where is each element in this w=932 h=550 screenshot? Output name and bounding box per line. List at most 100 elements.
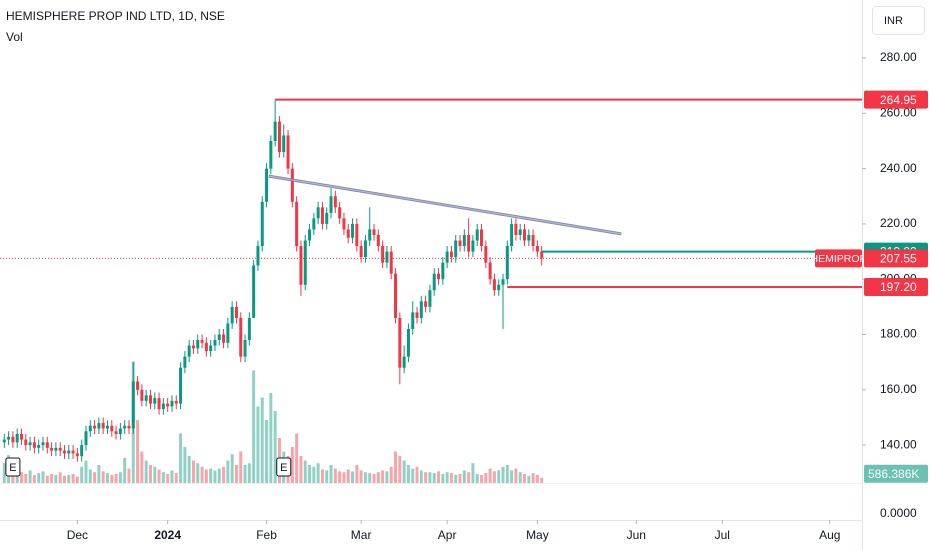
candle-body [222, 334, 226, 343]
candle-body [54, 447, 58, 451]
candle-body [316, 207, 320, 219]
candle-body [273, 121, 277, 141]
volume-bar [174, 473, 178, 483]
candle-body [118, 428, 122, 435]
candle-body [67, 450, 71, 454]
candle-body [15, 434, 19, 443]
volume-bar [523, 474, 527, 483]
candle-body [523, 229, 527, 241]
x-tick-label: Dec [67, 528, 88, 542]
candle-body [501, 279, 505, 285]
volume-bar [389, 466, 393, 483]
volume-bar [501, 466, 505, 483]
candle-body [196, 340, 200, 349]
symbol-tag: HEMIPROP [810, 253, 866, 265]
volume-bar [535, 474, 539, 483]
candle-body [213, 340, 217, 346]
candle-body [385, 251, 389, 263]
volume-bar [243, 465, 247, 483]
level-label-box [864, 90, 928, 109]
volume-bar [161, 472, 165, 483]
volume-bar [346, 469, 350, 483]
volume-label-box [864, 464, 928, 483]
candle-body [226, 323, 230, 343]
currency-label: INR [884, 15, 903, 27]
symbol-tag-box [815, 249, 862, 268]
volume-bar [50, 474, 54, 483]
volume-bar [467, 472, 471, 483]
volume-bar [196, 463, 200, 483]
level-label: 197.20 [880, 280, 917, 294]
candle-body [484, 246, 488, 263]
candle-body [144, 395, 148, 401]
candle-body [84, 431, 88, 446]
last-price-box [864, 249, 928, 268]
candle-body [2, 439, 6, 443]
volume-bar [19, 472, 23, 483]
candle-body [398, 317, 402, 368]
candle-body [467, 234, 471, 252]
volume-bar [37, 473, 41, 483]
candle-body [462, 234, 466, 247]
volume-bar [140, 451, 144, 483]
volume-bar [93, 472, 97, 483]
volume-bar [200, 466, 204, 483]
candle-body [71, 450, 75, 454]
volume-bar [428, 472, 432, 483]
volume-bar [75, 476, 79, 483]
volume-bar [342, 472, 346, 483]
volume-bar [484, 473, 488, 483]
candle-body [157, 398, 161, 410]
candle-body [497, 284, 501, 291]
volume-bar [325, 470, 329, 483]
volume-bar [114, 474, 118, 483]
volume-bar [419, 470, 423, 483]
currency-button[interactable] [872, 6, 925, 35]
volume-bar [381, 470, 385, 483]
candle-body [97, 422, 101, 429]
volume-bar [136, 420, 140, 483]
candle-body [402, 356, 406, 368]
x-tick-label: Jun [627, 528, 646, 542]
candle-body [333, 196, 337, 208]
event-marker [276, 457, 292, 477]
candle-body [368, 229, 372, 241]
candle-body [437, 273, 441, 280]
candle-body [325, 212, 329, 224]
volume-bar [312, 466, 316, 483]
volume-bar [540, 477, 544, 483]
volume-bar [88, 469, 92, 483]
volume-bar [372, 474, 376, 483]
candle-body [329, 196, 333, 213]
candle-body [110, 425, 114, 432]
volume-bar [265, 420, 269, 483]
candle-body [299, 246, 303, 285]
volume-bar [239, 451, 243, 483]
event-marker [5, 457, 21, 477]
volume-bar [359, 470, 363, 483]
volume-bar [505, 465, 509, 483]
volume-bar [402, 460, 406, 483]
volume-bar [153, 466, 157, 483]
volume-bar [170, 470, 174, 483]
level-label: 264.95 [880, 93, 917, 107]
candle-body [277, 121, 281, 153]
volume-bar [316, 463, 320, 483]
candle-body [256, 246, 260, 266]
candle-body [260, 201, 264, 247]
volume-bar [54, 474, 58, 483]
candle-body [424, 301, 428, 307]
volume-bar [256, 406, 260, 483]
candle-body [286, 135, 290, 169]
candle-body [389, 251, 393, 274]
volume-bar [179, 433, 183, 483]
candle-body [471, 240, 475, 252]
event-label: E [9, 462, 16, 474]
candle-body [363, 240, 367, 258]
volume-bar [303, 460, 307, 483]
candle-body [209, 345, 213, 352]
level-label-box [864, 277, 928, 296]
volume-bar [432, 473, 436, 483]
